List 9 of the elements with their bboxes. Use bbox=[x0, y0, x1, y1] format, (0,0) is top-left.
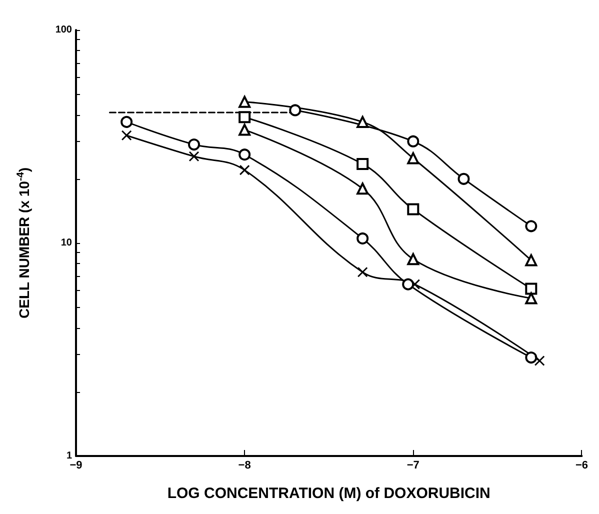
x-tick-label: −6 bbox=[575, 460, 588, 472]
x-tick-label: −8 bbox=[238, 460, 251, 472]
x-tick-label: −9 bbox=[70, 460, 82, 472]
y-tick-label: 10 bbox=[60, 238, 72, 248]
x-tick-label: −7 bbox=[406, 460, 420, 472]
x-axis-title: LOG CONCENTRATION (M) of DOXORUBICIN bbox=[167, 485, 490, 502]
y-axis-title: CELL NUMBER (x 10-4) bbox=[16, 167, 32, 318]
y-tick-label: 100 bbox=[55, 24, 72, 36]
y-tick-label: 1 bbox=[66, 450, 72, 462]
